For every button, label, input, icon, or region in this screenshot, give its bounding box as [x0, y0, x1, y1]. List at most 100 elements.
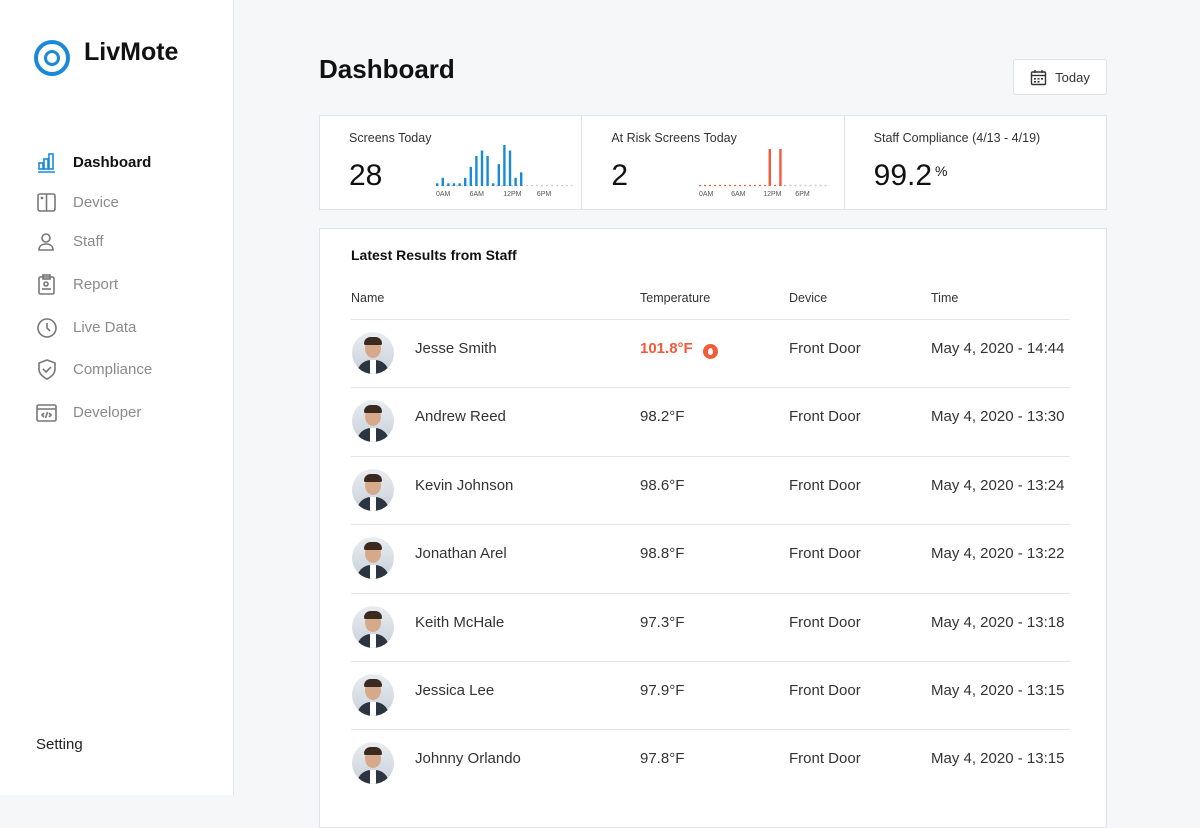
sidebar-item-label: Developer	[73, 403, 142, 421]
device-name: Front Door	[789, 682, 861, 699]
chart-tick-label: 0AM	[699, 191, 714, 198]
chart-tick-label: 12PM	[764, 191, 782, 198]
code-window-icon	[36, 404, 57, 422]
sidebar-item-live-data[interactable]: Live Data	[36, 317, 136, 338]
chart-bar	[508, 150, 512, 186]
temperature-value: 98.8°F	[640, 545, 684, 562]
date-range-button[interactable]: Today	[1013, 59, 1107, 95]
stat-value: 99.2%	[874, 159, 948, 193]
staff-name: Kevin Johnson	[415, 476, 514, 494]
chart-bar	[768, 149, 772, 186]
temperature-text: 98.6°F	[640, 476, 685, 494]
stats-panel: Screens Today 28 0AM 6AM 12PM 6PM At Risk S…	[319, 115, 1107, 210]
avatar	[352, 537, 394, 580]
sidebar-item-label: Report	[73, 275, 119, 293]
sidebar-item-label: Staff	[73, 232, 104, 250]
avatar	[352, 605, 394, 648]
staff-name: Jessica Lee	[415, 682, 495, 699]
compliance-unit: %	[935, 163, 948, 179]
avatar	[352, 332, 394, 374]
column-header-time[interactable]: Time	[931, 291, 959, 305]
device-name: Front Door	[789, 476, 861, 494]
column-header-temperature[interactable]: Temperature	[640, 291, 711, 305]
chart-bar	[503, 145, 506, 186]
result-time: May 4, 2020 - 13:15	[931, 750, 1065, 768]
at-risk-chart: 0AM 6AM 12PM 6PM	[699, 149, 830, 198]
table-row[interactable]: Jonathan Arel 98.8°F Front Door May 4, 2…	[351, 524, 1070, 592]
stat-label: Screens Today	[349, 131, 432, 145]
stat-label: At Risk Screens Today	[611, 131, 737, 145]
staff-name: Andrew Reed	[415, 408, 506, 426]
user-icon	[38, 233, 54, 251]
device-name: Front Door	[789, 613, 861, 631]
sidebar-item-staff[interactable]: Staff	[36, 231, 104, 251]
temperature-value: 98.2°F	[640, 408, 684, 425]
device-name: Front Door	[789, 545, 861, 563]
table-row[interactable]: Johnny Orlando 97.8°F Front Door May 4, …	[351, 729, 1070, 797]
chart-bar	[458, 183, 461, 186]
chart-bar	[486, 155, 489, 186]
chart-tick-label: 6AM	[731, 191, 746, 198]
result-time: May 4, 2020 - 13:30	[931, 408, 1065, 426]
sidebar-item-compliance[interactable]: Compliance	[36, 359, 152, 380]
chart-bar	[464, 177, 467, 186]
result-time: May 4, 2020 - 13:15	[931, 682, 1065, 699]
device-name: Front Door	[789, 340, 861, 357]
sidebar-item-report[interactable]: Report	[36, 274, 119, 295]
table-row[interactable]: Jesse Smith 101.8°F Front Door May 4, 20…	[351, 319, 1070, 387]
chart-bar	[520, 172, 523, 186]
avatar	[352, 400, 394, 443]
stat-compliance: Staff Compliance (4/13 - 4/19) 99.2%	[845, 116, 1106, 209]
temperature-value: 97.9°F	[640, 682, 684, 699]
device-icon	[37, 193, 56, 212]
setting-link[interactable]: Setting	[36, 736, 83, 753]
sidebar-item-dashboard[interactable]: Dashboard	[36, 152, 152, 173]
table-row[interactable]: Andrew Reed 98.2°F Front Door May 4, 202…	[351, 387, 1070, 455]
latest-results-card: Latest Results from Staff Name Temperatu…	[319, 228, 1107, 828]
device-name: Front Door	[789, 750, 861, 768]
avatar	[352, 674, 394, 716]
stat-value: 2	[611, 159, 629, 192]
column-header-name[interactable]: Name	[351, 291, 385, 305]
logo-ring-icon	[34, 40, 70, 76]
temperature-text: 97.3°F	[640, 613, 685, 631]
sidebar-item-label: Dashboard	[73, 153, 152, 171]
result-time: May 4, 2020 - 13:18	[931, 613, 1065, 631]
temperature-text: 97.8°F	[640, 750, 685, 768]
temperature-value: 98.6°F	[640, 477, 684, 494]
staff-name: Jonathan Arel	[415, 545, 507, 563]
avatar	[352, 742, 394, 785]
chart-bar	[475, 155, 478, 186]
chart-bar	[514, 177, 517, 186]
fire-alert-icon	[702, 343, 718, 359]
chart-bar	[447, 183, 450, 186]
chart-bar	[497, 164, 500, 186]
chart-tick-label: 0AM	[436, 191, 451, 198]
temperature-value: 97.3°F	[640, 614, 684, 631]
table-row[interactable]: Keith McHale 97.3°F Front Door May 4, 20…	[351, 592, 1070, 661]
calendar-icon	[1030, 69, 1047, 85]
sidebar-item-developer[interactable]: Developer	[36, 402, 141, 422]
sidebar: LivMote Dashboard Device Staff Report Li…	[0, 0, 234, 795]
device-name: Front Door	[789, 408, 861, 426]
chart-tick-label: 6AM	[470, 191, 485, 198]
screens-chart: 0AM 6AM 12PM 6PM	[436, 145, 573, 198]
table-row[interactable]: Kevin Johnson 98.6°F Front Door May 4, 2…	[351, 455, 1070, 524]
page-title: Dashboard	[319, 54, 455, 84]
card-title: Latest Results from Staff	[351, 247, 517, 263]
app-name: LivMote	[84, 38, 179, 66]
stat-value: 28	[349, 159, 383, 192]
sidebar-item-device[interactable]: Device	[36, 192, 119, 212]
column-header-device[interactable]: Device	[789, 291, 828, 305]
chart-tick-label: 12PM	[503, 191, 521, 198]
staff-name: Jesse Smith	[415, 340, 497, 357]
temperature-text: 98.2°F	[640, 408, 685, 426]
staff-name: Keith McHale	[415, 613, 505, 631]
clipboard-icon	[38, 274, 55, 295]
logo[interactable]: LivMote	[34, 38, 178, 76]
temperature-value: 97.8°F	[640, 750, 684, 767]
table-row[interactable]: Jessica Lee 97.9°F Front Door May 4, 202…	[351, 661, 1070, 729]
chart-bar	[779, 149, 782, 186]
result-time: May 4, 2020 - 13:24	[931, 476, 1065, 494]
temperature-text: 97.9°F	[640, 682, 685, 699]
